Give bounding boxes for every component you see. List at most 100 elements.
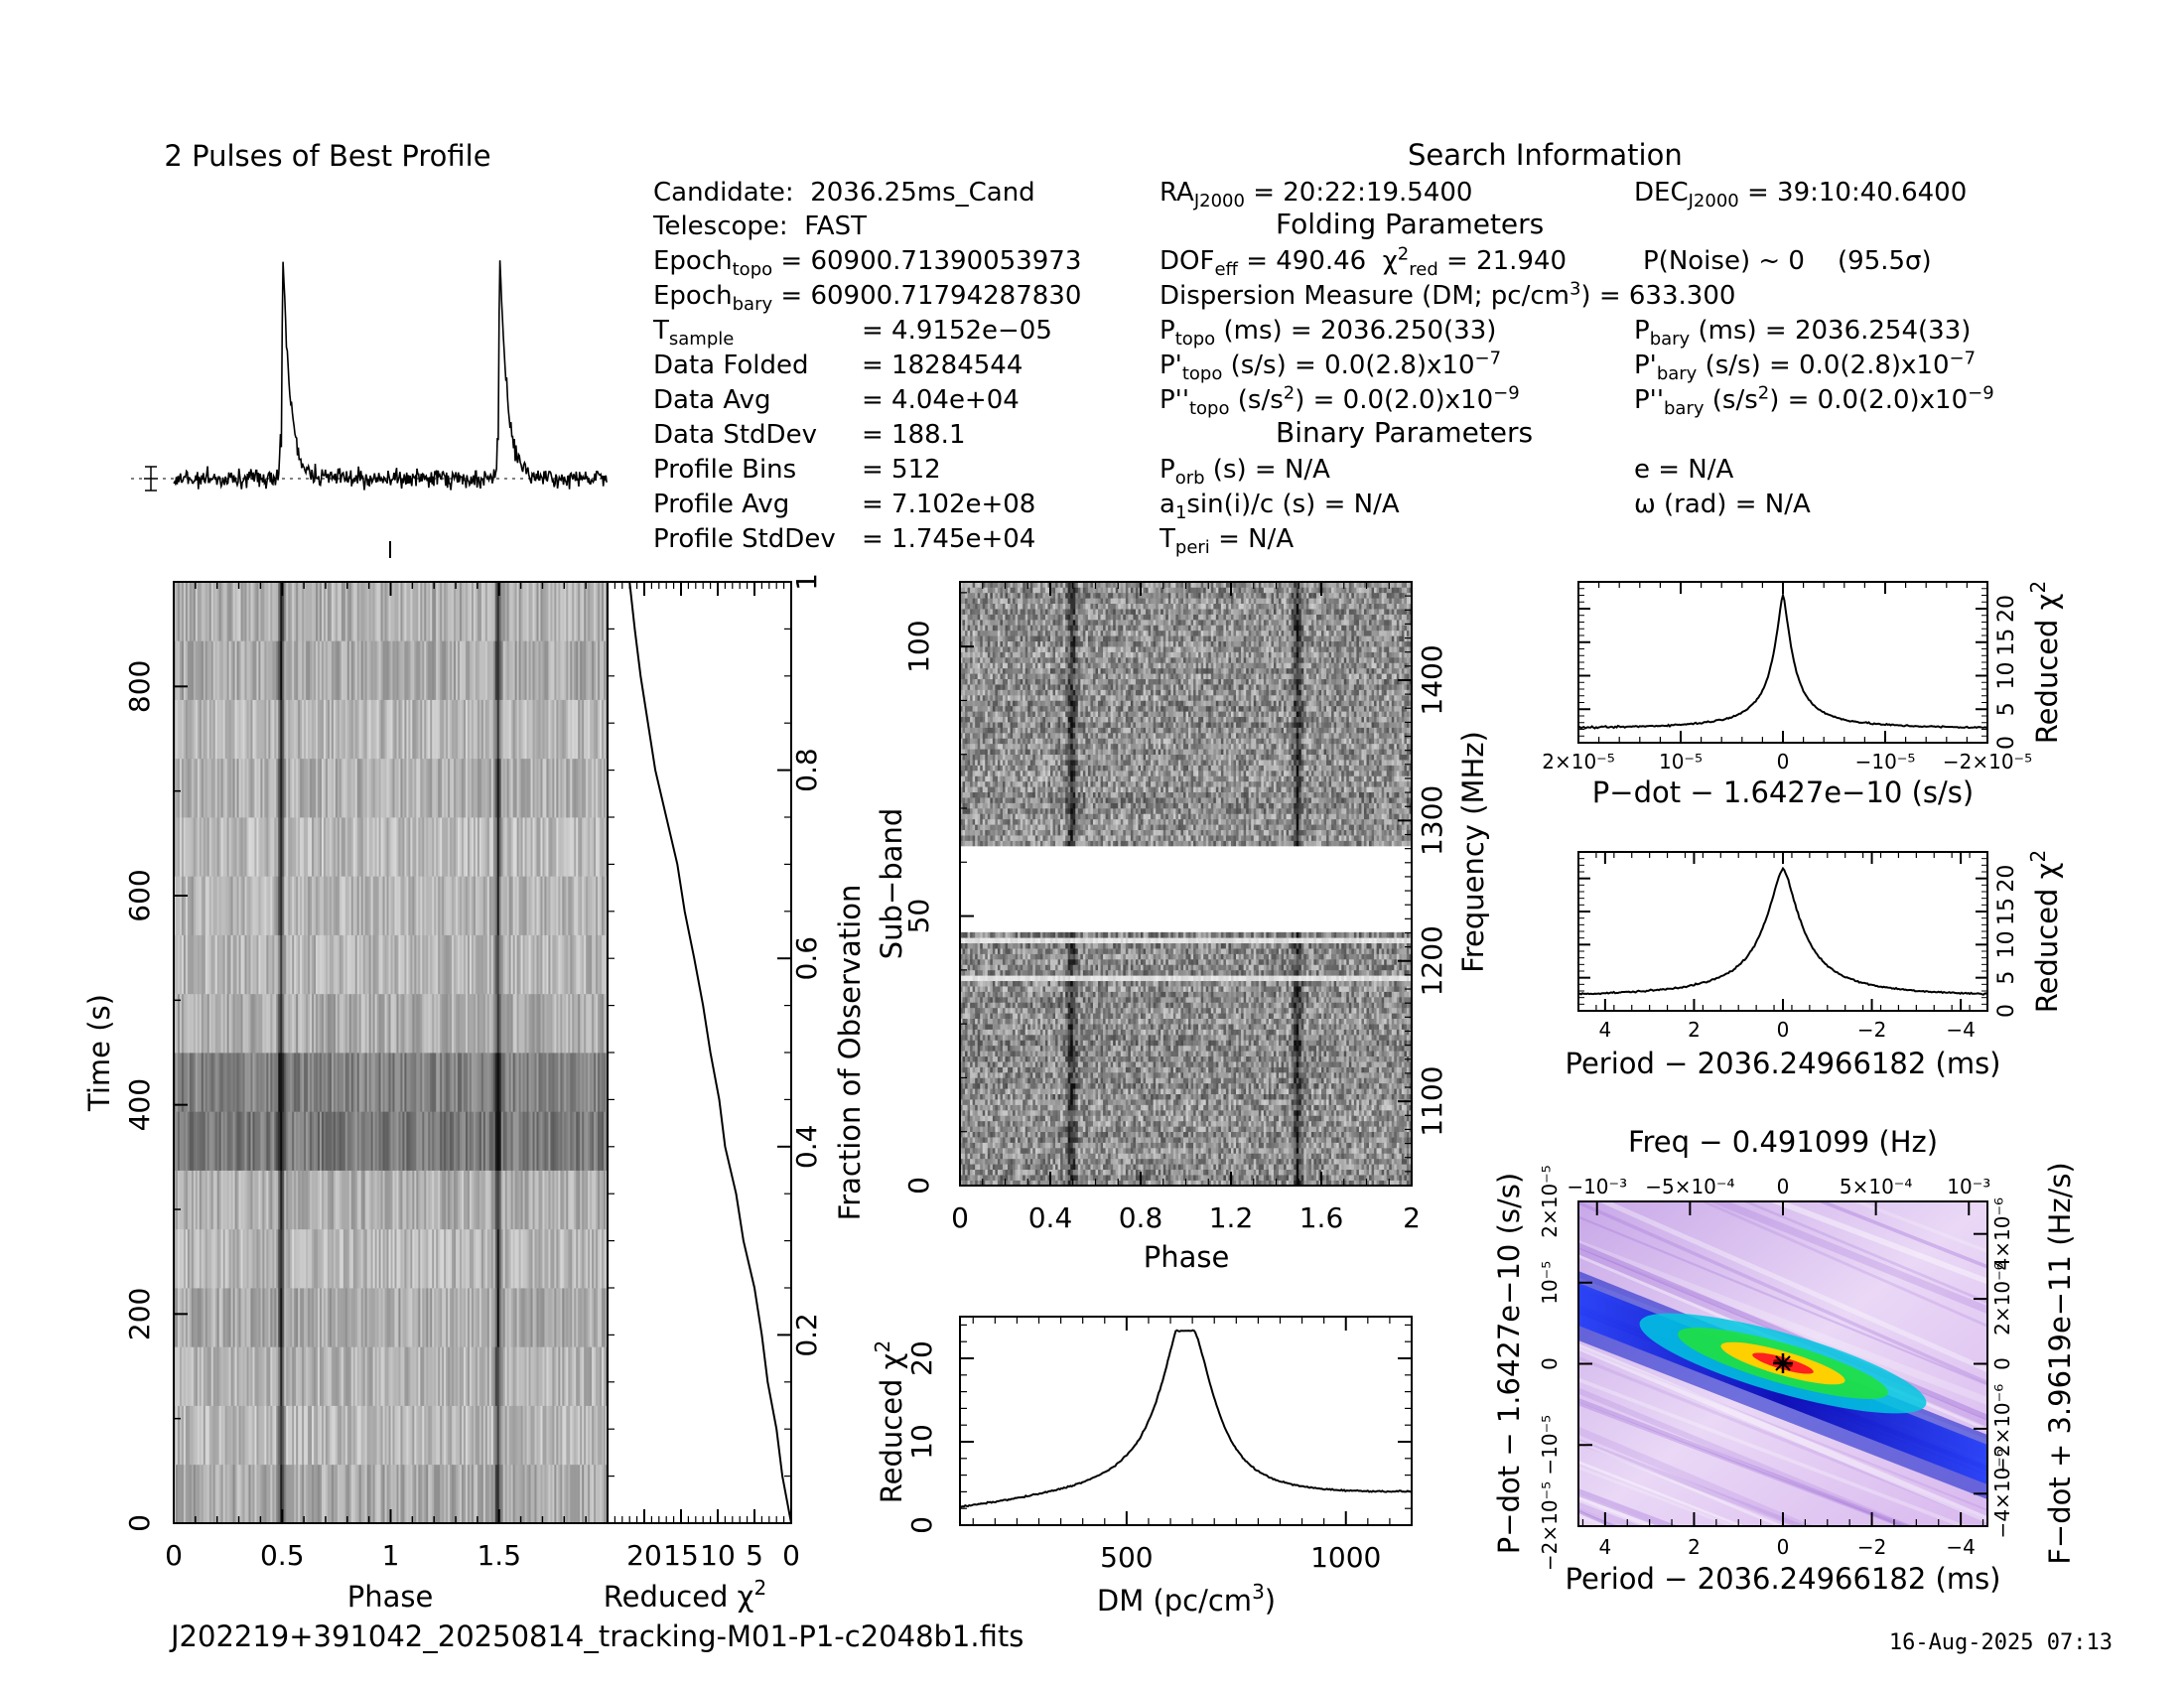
time-phase-cell: [438, 1170, 441, 1230]
time-phase-cell: [556, 1228, 559, 1289]
subband-phase-cell: [1296, 1175, 1299, 1181]
subband-phase-cell: [1120, 1148, 1124, 1154]
time-phase-cell: [558, 817, 561, 877]
time-phase-cell: [266, 1288, 269, 1347]
time-phase-cell: [416, 1346, 419, 1406]
subband-phase-cell: [995, 1148, 999, 1154]
time-phase-cell: [278, 1288, 281, 1347]
time-phase-cell: [214, 1346, 218, 1406]
time-phase-cell: [242, 699, 245, 760]
subband-phase-cell: [1050, 1148, 1053, 1154]
time-phase-cell: [342, 1346, 346, 1406]
time-phase-cell: [396, 1111, 399, 1171]
time-phase-cell: [454, 1288, 457, 1347]
time-phase-cell: [246, 1288, 249, 1347]
time-phase-cell: [325, 1111, 329, 1171]
time-phase-cell: [586, 1053, 589, 1112]
time-phase-cell: [574, 1346, 577, 1406]
time-phase-cell: [319, 876, 323, 935]
time-phase-cell: [408, 1111, 411, 1171]
subband-phase-cell: [1243, 1153, 1247, 1160]
time-phase-cell: [260, 876, 263, 935]
subband-phase-cell: [1406, 1148, 1410, 1154]
time-phase-cell: [370, 758, 374, 818]
time-phase-cell: [526, 1053, 529, 1112]
time-phase-cell: [242, 817, 245, 877]
time-phase-cell: [544, 1346, 547, 1406]
time-phase-cell: [534, 1228, 537, 1289]
time-phase-cell: [368, 876, 372, 935]
subband-phase-cell: [1105, 1175, 1109, 1181]
subband-phase-cell: [1305, 1175, 1309, 1181]
time-phase-cell: [302, 1170, 305, 1230]
subband-phase-cell: [1356, 1169, 1360, 1176]
time-phase-cell: [458, 934, 461, 995]
time-phase-cell: [532, 817, 535, 877]
subband-phase-cell: [1369, 1169, 1372, 1176]
time-phase-cell: [321, 993, 325, 1054]
time-phase-cell: [440, 1053, 443, 1112]
time-phase-cell: [436, 582, 439, 641]
time-phase-cell: [288, 758, 291, 818]
time-phase-cell: [325, 1464, 329, 1523]
time-phase-cell: [454, 699, 457, 760]
time-phase-cell: [460, 1464, 463, 1523]
time-phase-cell: [396, 1228, 399, 1289]
time-phase-cell: [244, 1464, 247, 1523]
time-phase-cell: [484, 1053, 488, 1112]
subband-phase-cell: [1170, 1180, 1174, 1186]
time-phase-cell: [532, 1464, 535, 1523]
time-phase-cell: [220, 640, 224, 700]
time-phase-cell: [327, 758, 331, 818]
time-phase-cell: [260, 817, 263, 877]
time-phase-cell: [471, 1346, 475, 1406]
subband-phase-cell: [1118, 1158, 1122, 1165]
subband-phase-cell: [1108, 1164, 1111, 1171]
time-phase-cell: [264, 758, 267, 818]
time-phase-cell: [335, 817, 339, 877]
subband-phase-cell: [1133, 1153, 1137, 1160]
time-phase-cell: [412, 1111, 415, 1171]
time-phase-cell: [542, 817, 545, 877]
subband-phase-cell: [1321, 1175, 1324, 1181]
time-phase-cell: [475, 1288, 478, 1347]
time-phase-cell: [456, 876, 459, 935]
time-phase-cell: [450, 1288, 453, 1347]
time-phase-cell: [410, 1170, 413, 1230]
subband-phase-cell: [1251, 1153, 1255, 1160]
time-phase-cell: [286, 1228, 289, 1289]
time-phase-cell: [576, 1228, 579, 1289]
time-phase-cell: [448, 817, 451, 877]
time-phase-cell: [300, 1170, 303, 1230]
subband-phase-cell: [1366, 1169, 1370, 1176]
time-phase-cell: [448, 993, 451, 1054]
time-phase-cell: [586, 1228, 589, 1289]
subband-phase-cell: [1085, 1148, 1089, 1154]
subband-phase-cell: [1120, 1158, 1124, 1165]
subband-phase-cell: [1356, 1158, 1360, 1165]
time-phase-cell: [540, 1405, 543, 1466]
time-phase-cell: [420, 1053, 423, 1112]
subband-phase-cell: [1281, 1158, 1285, 1165]
time-phase-cell: [282, 934, 285, 995]
time-phase-cell: [262, 934, 265, 995]
time-phase-cell: [236, 1464, 239, 1523]
time-phase-cell: [288, 817, 291, 877]
time-phase-cell: [570, 876, 573, 935]
time-phase-cell: [264, 1405, 267, 1466]
subband-phase-cell: [1000, 1158, 1004, 1165]
time-phase-cell: [414, 1346, 417, 1406]
time-phase-cell: [230, 699, 233, 760]
time-phase-cell: [350, 1111, 354, 1171]
subband-phase-cell: [967, 1158, 971, 1165]
time-phase-cell: [354, 993, 358, 1054]
subband-phase-cell: [1298, 1180, 1302, 1186]
subband-phase-cell: [1167, 1148, 1171, 1154]
subband-phase-cell: [1276, 1148, 1280, 1154]
time-phase-cell: [380, 1053, 383, 1112]
subband-phase-cell: [1384, 1169, 1388, 1176]
subband-phase-cell: [1130, 1169, 1134, 1176]
time-phase-cell: [604, 934, 607, 995]
subband-phase-cell: [1130, 1164, 1134, 1171]
time-phase-cell: [568, 582, 571, 641]
